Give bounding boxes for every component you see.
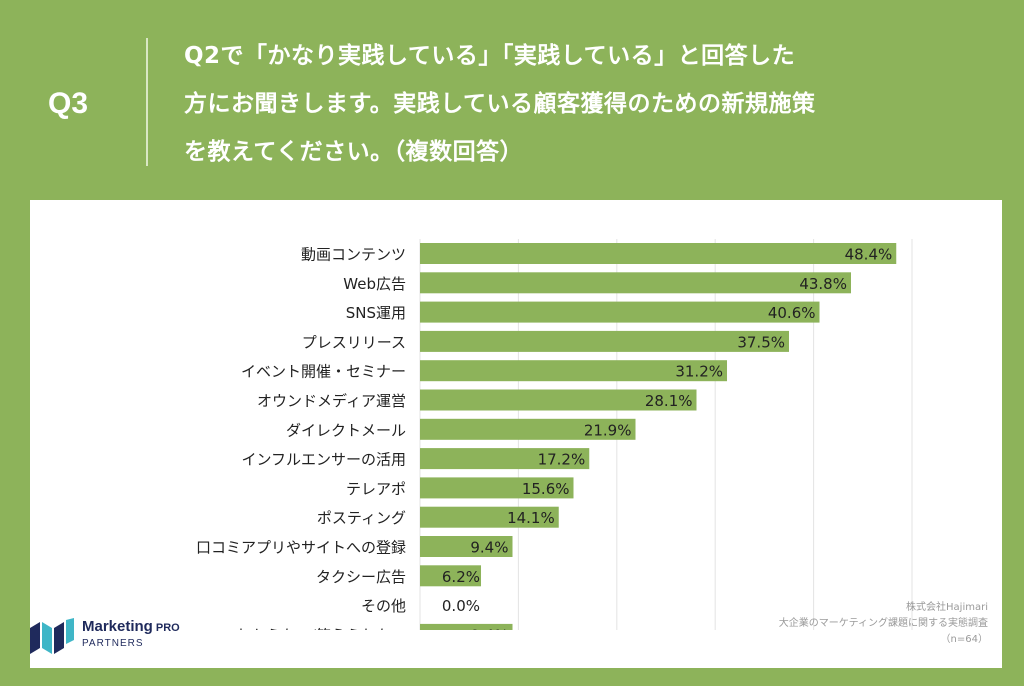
bar — [420, 565, 482, 587]
value-label: 48.4% — [845, 246, 893, 264]
value-label: 40.6% — [768, 304, 816, 322]
category-label: わからない/答えられない — [236, 626, 406, 630]
source-survey: 大企業のマーケティング課題に関する実態調査 — [778, 618, 988, 629]
category-label: ダイレクトメール — [286, 421, 406, 439]
value-label: 0.0% — [442, 597, 480, 615]
source-company: 株式会社Hajimari — [906, 602, 988, 613]
category-label: 口コミアプリやサイトへの登録 — [196, 539, 406, 557]
question-line-3: を教えてください。（複数回答） — [184, 139, 524, 165]
source-sample-size: （n=64） — [940, 634, 988, 645]
value-label: 43.8% — [799, 275, 847, 293]
source-note: 株式会社Hajimari 大企業のマーケティング課題に関する実態調査 （n=64… — [779, 600, 988, 648]
question-number: Q3 — [48, 87, 89, 120]
company-logo: Marketing PRO PARTNERS — [30, 616, 230, 660]
category-label: オウンドメディア運営 — [257, 392, 406, 410]
bar — [420, 272, 851, 294]
bar — [420, 448, 590, 470]
bar — [420, 623, 513, 630]
bar — [420, 243, 897, 264]
category-label: Web広告 — [343, 275, 406, 293]
category-label: インフルエンサーの活用 — [241, 451, 406, 469]
chart-panel: 動画コンテンツ 48.4% Web広告 43.8% SNS運用 40.6% プレスリリース 3… — [30, 200, 1002, 668]
value-label: 37.5% — [737, 333, 785, 351]
value-label: 15.6% — [522, 480, 570, 498]
value-label: 6.2% — [442, 568, 480, 586]
value-label: 14.1% — [507, 509, 555, 527]
category-label: ポスティング — [317, 509, 406, 527]
bar-chart: 動画コンテンツ 48.4% Web広告 43.8% SNS運用 40.6% プレスリリース 3… — [196, 239, 913, 630]
value-label: 9.4% — [470, 539, 508, 557]
category-label: プレスリリース — [302, 333, 406, 351]
bar — [420, 389, 697, 411]
bar — [420, 536, 513, 557]
bar — [420, 360, 728, 382]
question-line-2: 方にお聞きします。実践している顧客獲得のための新規施策 — [184, 91, 816, 117]
category-label: タクシー広告 — [316, 568, 406, 586]
bar — [420, 418, 636, 440]
category-label: テレアポ — [346, 480, 406, 498]
value-label: 28.1% — [645, 392, 693, 410]
bar — [420, 301, 820, 323]
category-label: SNS運用 — [346, 304, 406, 322]
value-label: 31.2% — [675, 363, 723, 381]
value-label: 21.9% — [584, 421, 632, 439]
question-line-1: Q2で「かなり実践している」「実践している」と回答した — [184, 43, 796, 69]
logo-subtitle: PARTNERS — [82, 638, 144, 649]
logo-mark-icon — [30, 618, 74, 654]
value-label: 17.2% — [538, 451, 586, 469]
value-label: 9.4% — [470, 626, 508, 630]
question-text: Q2で「かなり実践している」「実践している」と回答した 方にお聞きします。実践し… — [184, 32, 994, 176]
bar — [420, 506, 559, 528]
category-label: 動画コンテンツ — [301, 246, 406, 264]
logo-title: Marketing PRO — [82, 618, 180, 635]
bar — [420, 330, 789, 352]
logo-name: Marketing — [82, 618, 153, 635]
category-label: イベント開催・セミナー — [241, 363, 406, 381]
logo-pro: PRO — [155, 622, 180, 634]
header-divider — [146, 38, 148, 166]
category-label: その他 — [361, 597, 406, 615]
bar — [420, 477, 574, 499]
